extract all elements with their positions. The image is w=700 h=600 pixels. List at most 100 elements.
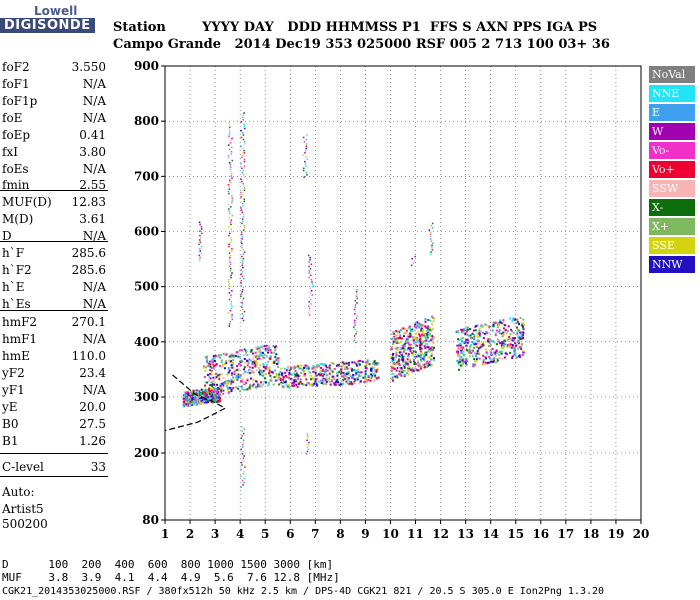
echo-point [347,364,350,367]
param-value: N/A [82,94,106,108]
echo-point [214,391,217,394]
echo-point [227,367,230,370]
echo-streak-point [199,259,201,261]
echo-point [520,343,523,346]
echo-point [325,383,328,386]
echo-point [212,376,215,379]
param-name: fmin [2,178,30,192]
param-name: MUF(D) [2,195,52,209]
echo-point [519,354,522,357]
echo-streak-point [228,323,231,325]
echo-point [462,350,465,353]
echo-point [214,364,217,367]
echo-point [312,378,315,381]
echo-point [314,368,317,371]
echo-streak-point [240,269,243,271]
param-name: yF1 [2,383,25,397]
echo-point [429,348,432,351]
echo-point [252,357,255,360]
echo-streak-point [241,202,244,205]
echo-streak-point [242,439,245,442]
echo-point [232,387,235,390]
echo-point [430,338,433,341]
echo-point [277,361,280,364]
echo-point [215,376,218,379]
echo-point [400,337,403,340]
echo-point [501,357,504,360]
echo-streak-point [353,335,356,337]
echo-point [204,381,207,384]
param-value: 285.6 [71,263,106,277]
echo-streak-point [228,161,231,164]
echo-point [431,352,434,355]
echo-point [462,362,465,365]
echo-point [407,326,410,329]
echo-streak-point [243,112,245,114]
echo-point [277,357,280,360]
echo-point [182,394,185,397]
echo-point [401,360,404,363]
echo-streak-point [230,175,233,177]
echo-point [314,378,317,381]
y-tick-label: 500 [134,280,159,294]
echo-point [353,361,356,364]
echo-point [194,402,197,405]
param-fof2: foF2 3.550 [2,60,106,76]
echo-point [244,381,247,384]
echo-point [430,346,433,349]
echo-point [410,351,413,354]
echo-point [359,359,362,362]
echo-streak-point [243,143,246,145]
echo-point [269,355,272,358]
echo-point [418,333,421,336]
echo-point [418,338,421,341]
echo-streak-point [242,132,244,134]
echo-point [503,356,506,359]
echo-point [183,403,186,406]
echo-point [407,338,410,341]
echo-point [461,363,464,366]
echo-point [513,348,516,351]
echo-point [420,343,423,346]
echo-point [294,367,297,370]
echo-point [485,324,488,327]
echo-point [495,331,498,334]
echo-point [399,355,402,358]
echo-point [461,359,464,362]
echo-point [496,338,499,341]
echo-streak-point [305,165,307,167]
echo-point [303,366,306,369]
echo-point [209,365,212,368]
echo-point [357,368,360,371]
echo-point [227,386,230,389]
echo-point [272,345,275,348]
echo-streak-point [230,276,232,279]
echo-point [419,341,422,344]
x-tick-label: 20 [633,527,650,541]
echo-point [244,370,247,373]
echo-point [250,371,253,374]
echo-point [500,350,503,353]
y-tick-label: 80 [142,513,159,527]
echo-point [345,362,348,365]
echo-point [461,331,464,334]
echo-point [362,376,365,379]
param-name: M(D) [2,212,34,226]
echo-streak-point [241,464,243,466]
echo-point [238,355,241,358]
echo-streak-point [243,477,246,480]
echo-point [285,369,288,372]
echo-point [411,353,414,356]
echo-point [472,329,475,332]
echo-point [462,357,465,360]
echo-point [400,327,403,330]
echo-streak-point [231,248,233,250]
echo-point [351,361,354,364]
echo-point [331,370,334,373]
echo-streak-point [353,339,356,342]
echo-streak-point [228,188,231,190]
echo-point [302,383,305,386]
echo-point [243,366,246,369]
echo-point [498,324,501,327]
